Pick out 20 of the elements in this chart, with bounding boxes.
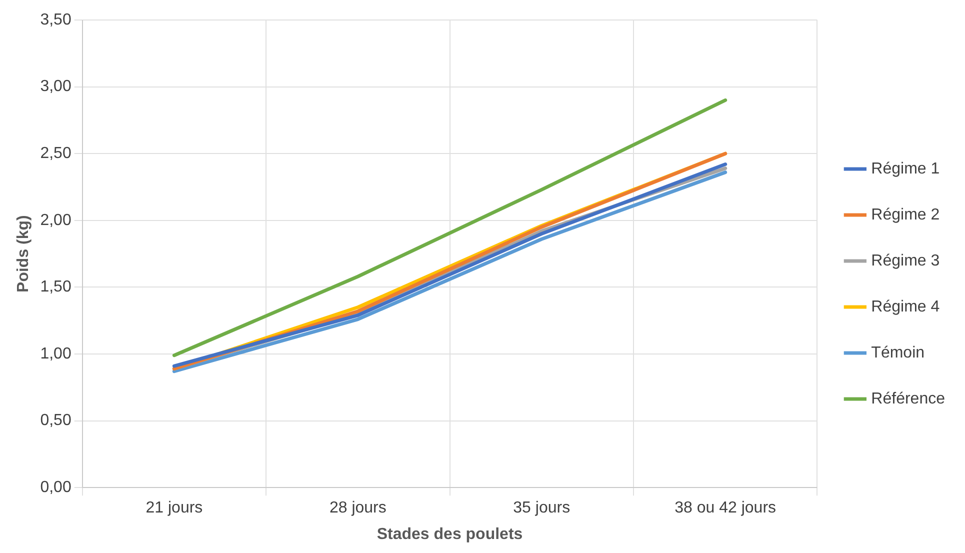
legend-label: Régime 2 — [871, 206, 940, 224]
x-tick-label: 38 ou 42 jours — [674, 500, 776, 517]
x-tick-label: 35 jours — [513, 500, 570, 517]
y-tick-label: 2,50 — [40, 145, 72, 162]
y-tick-label: 2,00 — [40, 212, 72, 229]
y-axis-title: Poids (kg) — [15, 215, 32, 292]
legend-label: Régime 3 — [871, 252, 940, 270]
x-tick-label: 28 jours — [329, 500, 386, 517]
legend-label: Témoin — [871, 344, 925, 362]
y-tick-label: 0,50 — [40, 412, 72, 430]
y-tick-label: 0,00 — [40, 479, 72, 496]
y-tick-label: 1,50 — [40, 278, 72, 296]
x-axis-title: Stades des poulets — [376, 526, 523, 543]
y-tick-label: 3,00 — [40, 78, 72, 96]
x-tick-label: 21 jours — [146, 500, 203, 517]
legend-label: Régime 4 — [871, 298, 940, 316]
legend-label: Régime 1 — [871, 160, 940, 178]
y-tick-label: 3,50 — [40, 11, 72, 28]
legend-label: Référence — [871, 390, 946, 408]
y-tick-label: 1,00 — [40, 345, 72, 362]
